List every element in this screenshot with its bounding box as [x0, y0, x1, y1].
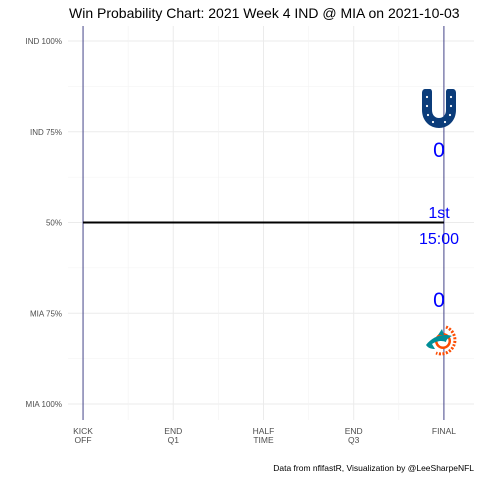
chart-title: Win Probability Chart: 2021 Week 4 IND @… [69, 5, 460, 21]
y-axis-ticks: IND 100% IND 75% 50% MIA 75% MIA 100% [26, 37, 62, 409]
y-tick-label: 50% [46, 219, 62, 228]
x-axis-ticks: KICK OFF END Q1 HALF TIME END Q3 FINAL [73, 426, 456, 445]
y-tick-label: IND 100% [26, 37, 62, 46]
y-tick-label: MIA 100% [26, 400, 62, 409]
dolphins-logo-icon [426, 325, 457, 356]
y-tick-label: MIA 75% [30, 309, 62, 318]
x-tick-label: FINAL [432, 426, 456, 436]
x-tick-label: END Q3 [345, 426, 363, 445]
away-score: 0 [433, 289, 445, 312]
y-tick-label: IND 75% [30, 128, 62, 137]
colts-horseshoe-icon [422, 89, 456, 128]
x-tick-label: KICK OFF [73, 426, 93, 445]
chart-caption: Data from nflfastR, Visualization by @Le… [273, 463, 474, 473]
quarter-label: 1st [428, 205, 450, 222]
x-tick-label: HALF TIME [253, 426, 275, 445]
x-tick-label: END Q1 [164, 426, 182, 445]
game-clock: 15:00 [419, 231, 459, 248]
home-score: 0 [433, 139, 445, 162]
